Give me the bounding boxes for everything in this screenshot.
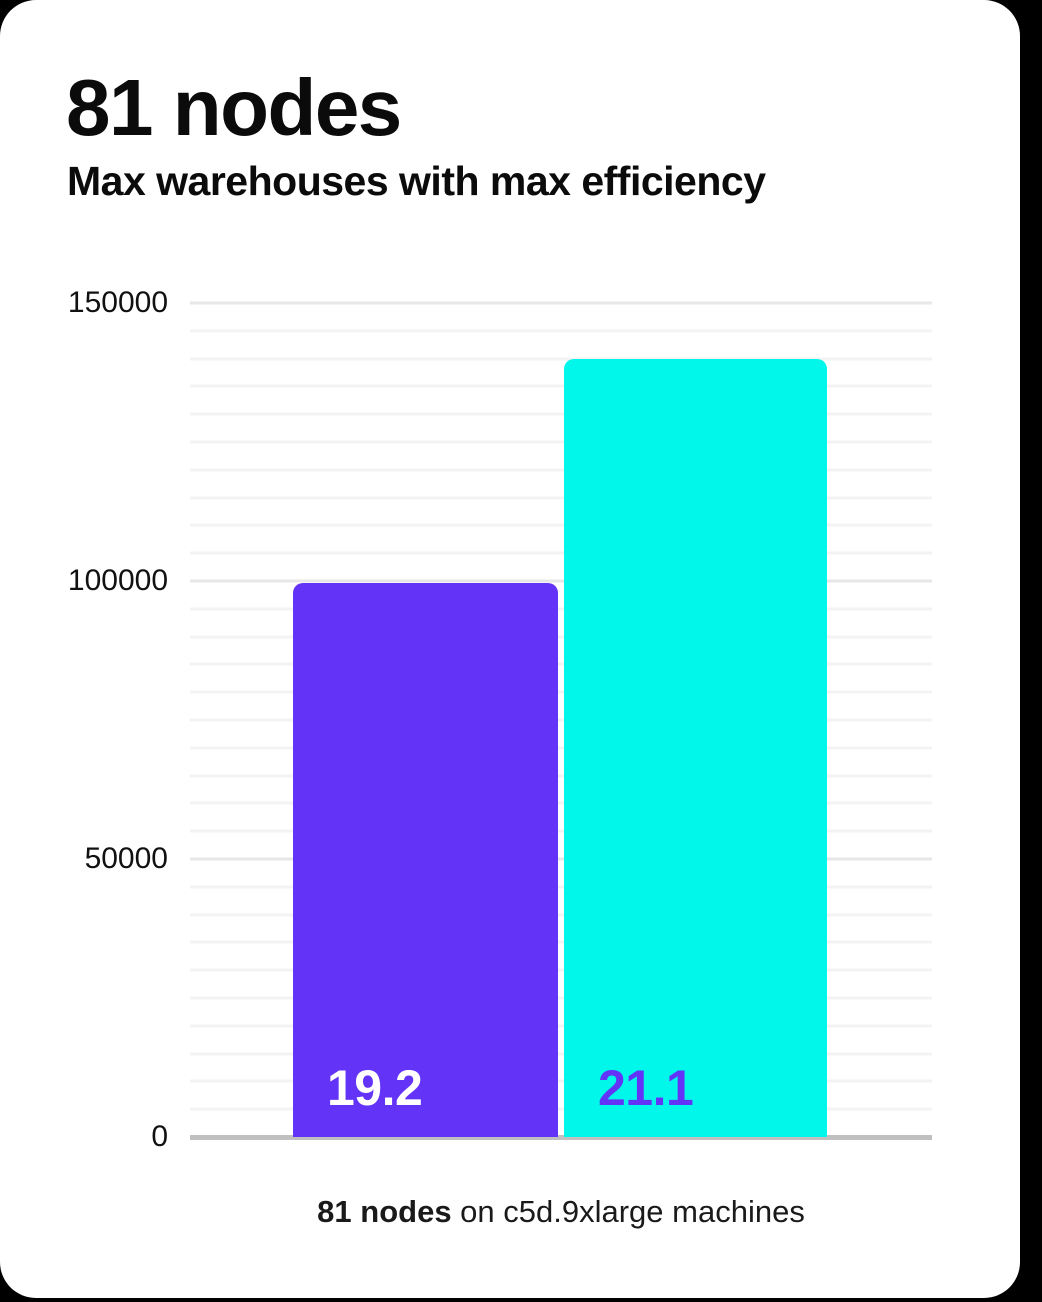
minor-gridline bbox=[190, 746, 932, 750]
major-gridline bbox=[190, 301, 932, 305]
y-axis-tick-label: 0 bbox=[151, 1120, 168, 1153]
caption-bold-text: 81 nodes bbox=[317, 1194, 452, 1229]
minor-gridline bbox=[190, 996, 932, 1000]
major-gridline bbox=[190, 579, 932, 583]
minor-gridline bbox=[190, 635, 932, 639]
minor-gridline bbox=[190, 968, 932, 972]
plot-area: 19.2 21.1 bbox=[190, 301, 932, 1140]
bar-21.1: 21.1 bbox=[564, 359, 827, 1137]
y-axis-tick-label: 150000 bbox=[67, 286, 168, 319]
minor-gridline bbox=[190, 913, 932, 917]
caption-rest-text: on c5d.9xlarge machines bbox=[451, 1194, 805, 1229]
minor-gridline bbox=[190, 1024, 932, 1028]
y-axis-tick-label: 100000 bbox=[67, 564, 168, 597]
minor-gridline bbox=[190, 829, 932, 833]
minor-gridline bbox=[190, 412, 932, 416]
minor-gridline bbox=[190, 662, 932, 666]
minor-gridline bbox=[190, 1052, 932, 1056]
minor-gridline bbox=[190, 551, 932, 555]
y-axis-tick-label: 50000 bbox=[84, 842, 168, 875]
chart-card: 81 nodes Max warehouses with max efficie… bbox=[0, 0, 1020, 1298]
minor-gridline bbox=[190, 1079, 932, 1083]
bar-value-label: 19.2 bbox=[327, 1060, 423, 1116]
minor-gridline bbox=[190, 496, 932, 500]
minor-gridline bbox=[190, 690, 932, 694]
minor-gridline bbox=[190, 357, 932, 361]
minor-gridline bbox=[190, 940, 932, 944]
minor-gridline bbox=[190, 329, 932, 333]
minor-gridline bbox=[190, 384, 932, 388]
bar-19.2: 19.2 bbox=[293, 583, 558, 1137]
major-gridline bbox=[190, 857, 932, 861]
minor-gridline bbox=[190, 468, 932, 472]
chart-caption: 81 nodes on c5d.9xlarge machines bbox=[190, 1194, 932, 1230]
minor-gridline bbox=[190, 440, 932, 444]
minor-gridline bbox=[190, 801, 932, 805]
minor-gridline bbox=[190, 774, 932, 778]
page-title: 81 nodes bbox=[66, 63, 402, 152]
minor-gridline bbox=[190, 523, 932, 527]
minor-gridline bbox=[190, 1107, 932, 1111]
page-subtitle: Max warehouses with max efficiency bbox=[67, 158, 766, 204]
minor-gridline bbox=[190, 885, 932, 889]
x-axis-line bbox=[190, 1135, 932, 1140]
bar-value-label: 21.1 bbox=[598, 1060, 694, 1116]
minor-gridline bbox=[190, 718, 932, 722]
minor-gridline bbox=[190, 607, 932, 611]
